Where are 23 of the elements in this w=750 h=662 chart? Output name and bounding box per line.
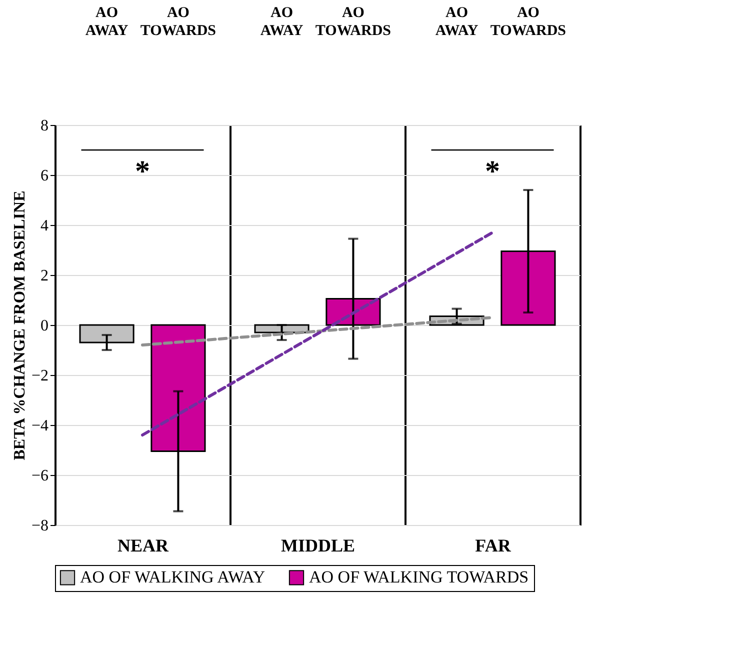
y-tick-label: 4 <box>40 218 48 234</box>
y-tick-label: −6 <box>31 468 48 484</box>
y-tick-label: −2 <box>31 368 48 384</box>
x-tick-label: FAR <box>475 536 512 556</box>
text: AO AWAY <box>435 5 478 39</box>
text: AO TOWARDS <box>315 5 392 39</box>
legend-label: AO OF WALKING TOWARDS <box>309 568 529 587</box>
annotation: * <box>485 155 500 188</box>
y-axis-title: BETA %CHANGE FROM BASELINE <box>11 190 28 460</box>
y-tick-label: −4 <box>31 418 48 434</box>
text: AO AWAY <box>260 5 304 39</box>
x-tick-label: NEAR <box>117 536 170 556</box>
text: AO TOWARDS <box>140 5 216 39</box>
y-tick-label: 6 <box>40 168 48 184</box>
y-tick-label: 0 <box>40 318 48 334</box>
y-tick-label: 8 <box>40 118 48 134</box>
y-tick-label: −8 <box>31 518 48 534</box>
legend-label: AO OF WALKING AWAY <box>80 568 266 587</box>
text: AO TOWARDS <box>490 5 566 39</box>
text: AO AWAY <box>85 5 128 39</box>
y-tick-label: 2 <box>40 268 48 284</box>
x-tick-label: MIDDLE <box>280 536 356 556</box>
annotation: * <box>135 155 150 188</box>
